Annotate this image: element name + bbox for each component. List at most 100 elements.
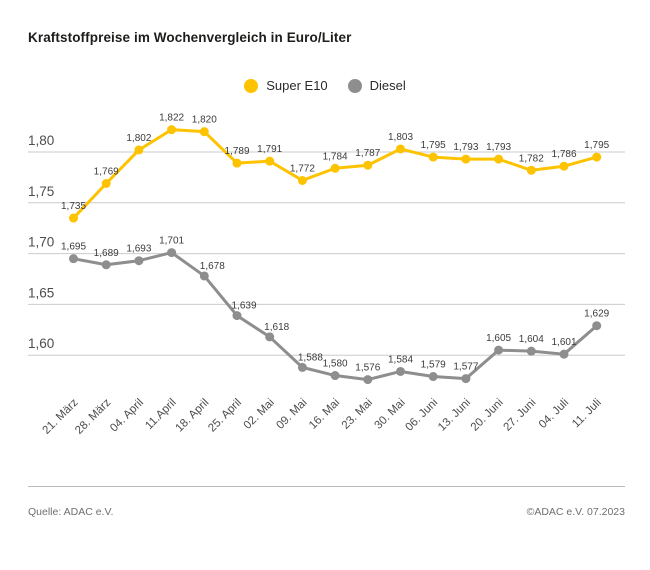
- legend-label-super-e10: Super E10: [266, 78, 328, 93]
- data-point: [134, 145, 144, 155]
- data-point-label: 1,689: [94, 248, 119, 259]
- data-point-label: 1,784: [323, 151, 348, 162]
- x-axis-tick-label: 18. April: [174, 397, 212, 435]
- data-point-label: 1,618: [264, 322, 289, 333]
- footer-copyright: ©ADAC e.V. 07.2023: [526, 506, 625, 518]
- data-point: [494, 154, 504, 164]
- y-axis-tick-label: 1,80: [28, 133, 54, 148]
- y-axis-tick-label: 1,60: [28, 336, 54, 351]
- data-point: [330, 163, 340, 173]
- data-point: [428, 372, 438, 382]
- data-point: [363, 375, 373, 385]
- data-point: [199, 271, 209, 281]
- x-axis-tick-label: 23. Mai: [340, 397, 375, 432]
- data-point-label: 1,695: [61, 242, 86, 253]
- x-axis-tick-label: 20. Juni: [469, 397, 506, 434]
- data-point-label: 1,789: [224, 146, 249, 157]
- legend-item-super-e10: Super E10: [244, 78, 328, 93]
- chart-legend: Super E10 Diesel: [0, 78, 650, 93]
- data-point: [461, 374, 471, 384]
- data-point: [297, 175, 307, 185]
- data-point: [265, 156, 275, 166]
- data-point-label: 1,584: [388, 354, 413, 365]
- data-point: [461, 154, 471, 164]
- data-point: [69, 254, 78, 264]
- data-point: [199, 127, 209, 137]
- data-point-label: 1,782: [519, 153, 544, 164]
- x-axis-tick-label: 16. Mai: [307, 397, 342, 432]
- data-point-label: 1,576: [355, 363, 380, 374]
- data-point: [396, 144, 405, 154]
- data-point: [167, 125, 177, 135]
- data-point-label: 1,793: [453, 142, 478, 153]
- x-axis-tick-label: 28. März: [73, 396, 113, 436]
- data-point-label: 1,793: [486, 142, 511, 153]
- data-point-label: 1,605: [486, 333, 511, 344]
- data-point: [101, 178, 111, 188]
- data-point: [494, 345, 504, 355]
- data-point: [134, 256, 144, 266]
- data-point: [232, 311, 242, 321]
- data-point: [330, 371, 340, 381]
- data-point-label: 1,601: [551, 337, 576, 348]
- data-point: [167, 248, 177, 258]
- data-point-label: 1,769: [94, 166, 119, 177]
- data-point-label: 1,787: [355, 148, 380, 159]
- data-point: [592, 321, 602, 331]
- data-point: [559, 161, 569, 171]
- line-chart: 1,80 1,75 1,70 1,65 1,60 1,735 1,769 1,802 1,822…: [28, 113, 625, 437]
- x-axis-tick-label: 30. Mai: [372, 397, 407, 432]
- data-point-label: 1,577: [453, 362, 478, 373]
- data-point-label: 1,772: [290, 163, 315, 174]
- data-point-label: 1,678: [200, 261, 225, 272]
- data-point-label: 1,580: [323, 359, 348, 370]
- data-point-label: 1,822: [159, 113, 184, 124]
- data-point: [69, 213, 78, 223]
- x-axis-tick-label: 27. Juni: [501, 397, 538, 434]
- data-point-label: 1,735: [61, 201, 86, 212]
- data-point: [232, 158, 242, 168]
- data-point-label: 1,795: [421, 140, 446, 151]
- y-axis-tick-label: 1,70: [28, 235, 54, 250]
- data-point: [101, 260, 111, 270]
- footer-source: Quelle: ADAC e.V.: [28, 506, 114, 518]
- data-point-label: 1,604: [519, 334, 544, 345]
- x-axis-tick-label: 04. April: [108, 397, 146, 435]
- y-axis-tick-label: 1,65: [28, 285, 54, 300]
- x-axis-tick-label: 02. Mai: [242, 397, 277, 432]
- x-axis-tick-label: 09. Mai: [274, 397, 309, 432]
- y-axis-tick-label: 1,75: [28, 184, 54, 199]
- footer-divider: [28, 486, 625, 487]
- data-point: [428, 152, 438, 162]
- data-point-label: 1,579: [421, 360, 446, 371]
- data-point: [592, 152, 602, 162]
- legend-label-diesel: Diesel: [369, 78, 406, 93]
- x-axis-tick-label: 11. Juli: [570, 397, 604, 431]
- x-axis-tick-label: 13. Juni: [436, 397, 473, 434]
- data-point-label: 1,588: [298, 352, 323, 363]
- data-point-label: 1,629: [584, 309, 609, 320]
- super-e10-dot-icon: [244, 78, 259, 93]
- legend-item-diesel: Diesel: [347, 78, 406, 93]
- data-point-label: 1,791: [257, 144, 282, 155]
- data-point: [559, 349, 569, 359]
- x-axis-tick-label: 06. Juni: [403, 397, 440, 434]
- data-point: [265, 332, 275, 342]
- diesel-dot-icon: [347, 78, 362, 93]
- data-point: [526, 346, 536, 356]
- data-point-label: 1,786: [551, 149, 576, 160]
- data-point-label: 1,820: [192, 115, 217, 126]
- data-point-label: 1,693: [126, 244, 151, 255]
- chart-title: Kraftstoffpreise im Wochenvergleich in E…: [28, 30, 352, 45]
- x-axis-tick-label: 04. Juli: [537, 397, 571, 431]
- data-point-label: 1,803: [388, 132, 413, 143]
- data-point: [297, 362, 307, 372]
- x-axis-tick-label: 25. April: [206, 397, 244, 435]
- data-point: [396, 366, 405, 376]
- data-point-label: 1,802: [126, 133, 151, 144]
- series-line-0: [72, 128, 599, 220]
- data-point: [526, 165, 536, 175]
- data-point-label: 1,639: [231, 301, 256, 312]
- data-point-label: 1,795: [584, 140, 609, 151]
